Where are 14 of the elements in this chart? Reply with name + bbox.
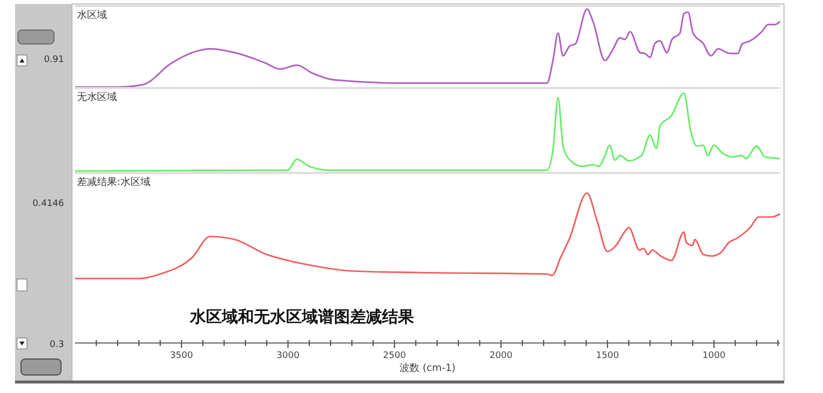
x-tick-label: 2500 xyxy=(383,351,406,361)
x-tick-label: 3000 xyxy=(276,351,300,361)
chart-title: 差减结果:水区域 xyxy=(77,176,150,188)
text: 0.91 xyxy=(44,55,64,65)
text: 0.4146 xyxy=(32,199,64,209)
annotation: 水区域和无水区域谱图差减结果 xyxy=(189,307,415,326)
x-tick-label: 1500 xyxy=(596,351,620,361)
x-tick-label: 1000 xyxy=(702,351,726,361)
chart-title: 无水区域 xyxy=(77,91,117,103)
chart-title: 水区域 xyxy=(77,9,107,21)
x-axis-title: 波数 (cm-1) xyxy=(399,362,456,374)
x-tick-label: 3500 xyxy=(170,351,194,361)
text: 0.3 xyxy=(50,340,64,350)
x-tick-label: 2000 xyxy=(490,351,513,361)
